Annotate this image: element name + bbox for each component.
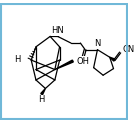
Polygon shape (55, 60, 73, 69)
Polygon shape (110, 57, 115, 61)
Text: HN: HN (51, 26, 64, 36)
Text: H: H (14, 55, 21, 64)
Text: O: O (76, 57, 83, 67)
Text: N: N (94, 39, 101, 48)
Text: CN: CN (122, 45, 134, 54)
Polygon shape (41, 88, 45, 95)
Text: H: H (38, 95, 45, 104)
Text: OH: OH (77, 57, 90, 66)
